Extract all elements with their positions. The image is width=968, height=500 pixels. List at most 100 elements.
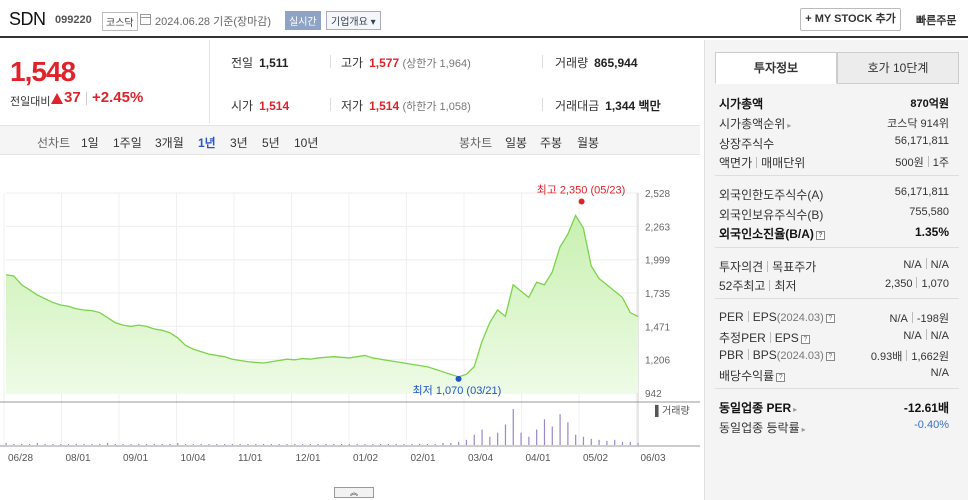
eps-value: -198원 (916, 313, 949, 325)
caret-right-icon[interactable]: ▸ (793, 405, 798, 414)
stat-low: 저가 1,514 (하한가 1,058) (341, 97, 471, 114)
high-marker (578, 198, 585, 205)
per-period: (2024.03) (776, 312, 824, 324)
row-value: -12.61배 (903, 401, 949, 415)
divider (542, 55, 543, 68)
period-1w[interactable]: 1주일 (113, 136, 142, 150)
row-value: N/A N/A (903, 258, 949, 271)
opinion-value: N/A (903, 259, 922, 271)
collapse-chevron-icon[interactable]: ︽ (334, 487, 374, 498)
row-label: 상장주식수 (719, 137, 775, 151)
pbr-value: 0.93배 (870, 351, 903, 363)
stat-label: 저가 (341, 99, 364, 113)
row-label: 동일업종 등락률 ▸ (719, 419, 806, 436)
volume-label: ▌거래량 (655, 404, 690, 418)
volume-bar (169, 443, 171, 445)
volume-bar (239, 443, 241, 445)
caret-right-icon[interactable]: ▸ (801, 425, 806, 434)
caret-right-icon[interactable]: ▸ (787, 121, 792, 130)
volume-bar (489, 436, 491, 445)
tab-invest-info[interactable]: 투자정보 (715, 52, 837, 84)
up-arrow-icon (51, 93, 63, 104)
calendar-icon (140, 14, 151, 25)
volume-bar (481, 429, 483, 445)
info-panel: 투자정보 호가 10단계 시가총액 870억원 시가총액순위 ▸ 코스닥 914위… (704, 40, 968, 500)
help-icon[interactable]: ? (825, 352, 835, 361)
divider (715, 175, 959, 176)
y-tick-label: 1,735 (645, 289, 670, 300)
volume-bar (372, 443, 374, 445)
sector-rate-label: 동일업종 등락률 (719, 421, 800, 435)
period-1d[interactable]: 1일 (81, 136, 99, 150)
price-area (6, 215, 638, 393)
row-value: 56,171,811 (894, 135, 949, 147)
help-icon[interactable]: ? (825, 314, 835, 323)
volume-bar (450, 442, 452, 445)
divider (330, 55, 331, 68)
period-3m[interactable]: 3개월 (155, 136, 184, 150)
line-chart-label: 선차트 (37, 136, 71, 150)
y-tick-label: 2,528 (645, 189, 670, 200)
quick-order-button[interactable]: 빠른주문 (916, 15, 957, 27)
w52-high-label: 52주최고 (719, 279, 766, 293)
x-tick-label: 11/01 (238, 453, 263, 464)
period-5y[interactable]: 5년 (262, 136, 280, 150)
volume-bar (559, 414, 561, 445)
price-summary: 1,548 전일대비 37 +2.45% (0, 40, 210, 123)
price-chart[interactable]: 2,528 2,263 1,999 1,735 1,471 1,206 942 06/28 08… (0, 156, 700, 500)
stock-code: 099220 (55, 14, 92, 26)
divider (925, 329, 927, 340)
row-value: 56,171,811 (894, 186, 949, 198)
price-chart-svg: 2,528 2,263 1,999 1,735 1,471 1,206 942 06/28 08… (0, 183, 700, 464)
row-label: 추정PER EPS? (719, 329, 810, 346)
volume-bar (145, 443, 148, 445)
x-tick-label: 03/04 (468, 453, 493, 464)
change-label: 전일대비 (10, 96, 51, 108)
row-value: 870억원 (910, 98, 949, 110)
tab-orderbook[interactable]: 호가 10단계 (837, 52, 959, 84)
row-label: 투자의견 목표주가 (719, 258, 816, 275)
volume-bar (590, 438, 592, 445)
divider (927, 156, 929, 167)
info-tabs: 투자정보 호가 10단계 (715, 52, 959, 84)
est-eps-value: N/A (930, 330, 949, 342)
date-text: 2024.06.28 기준(장마감) (155, 16, 272, 28)
period-10y[interactable]: 10년 (294, 136, 319, 150)
y-tick-label: 1,471 (645, 322, 670, 333)
opinion-label: 투자의견 (719, 260, 764, 274)
rank-label: 시가총액순위 (719, 117, 786, 131)
row-value: -0.40% (914, 419, 949, 431)
volume-bar (36, 442, 38, 445)
volume-bar (262, 443, 265, 445)
price-line (5, 214, 639, 378)
x-tick-label: 12/01 (296, 453, 321, 464)
volume-bar (614, 439, 616, 445)
volume-bar (294, 443, 296, 445)
candle-weekly[interactable]: 주봉 (540, 136, 563, 150)
help-icon[interactable]: ? (815, 231, 825, 240)
low-annotation: 최저 1,070 (03/21) (413, 384, 502, 397)
realtime-button[interactable]: 실시간 (285, 11, 321, 30)
x-tick-label: 10/04 (181, 453, 206, 464)
stat-label: 고가 (341, 56, 364, 70)
row-value: 1.35% (914, 225, 949, 239)
help-icon[interactable]: ? (800, 335, 810, 344)
candle-monthly[interactable]: 월봉 (577, 136, 600, 150)
change-percent: +2.45% (92, 89, 144, 106)
row-value: 0.93배 1,662원 (871, 348, 949, 364)
row-label: 외국인보유주식수(B) (719, 208, 824, 222)
row-value: 2,350 1,070 (885, 277, 949, 290)
volume-bar (551, 426, 553, 445)
help-icon[interactable]: ? (776, 373, 786, 382)
bps-value: 1,662원 (911, 351, 949, 363)
period-1y[interactable]: 1년 (198, 136, 216, 150)
period-3y[interactable]: 3년 (230, 136, 248, 150)
company-overview-button[interactable]: 기업개요 ▾ (326, 11, 381, 30)
volume-bar (106, 442, 109, 445)
volume-bar (231, 443, 233, 445)
volume-bar (536, 429, 538, 445)
add-my-stock-button[interactable]: + MY STOCK 추가 (800, 8, 901, 31)
candle-daily[interactable]: 일봉 (505, 136, 528, 150)
volume-bar (177, 442, 179, 445)
target-value: N/A (930, 259, 949, 271)
